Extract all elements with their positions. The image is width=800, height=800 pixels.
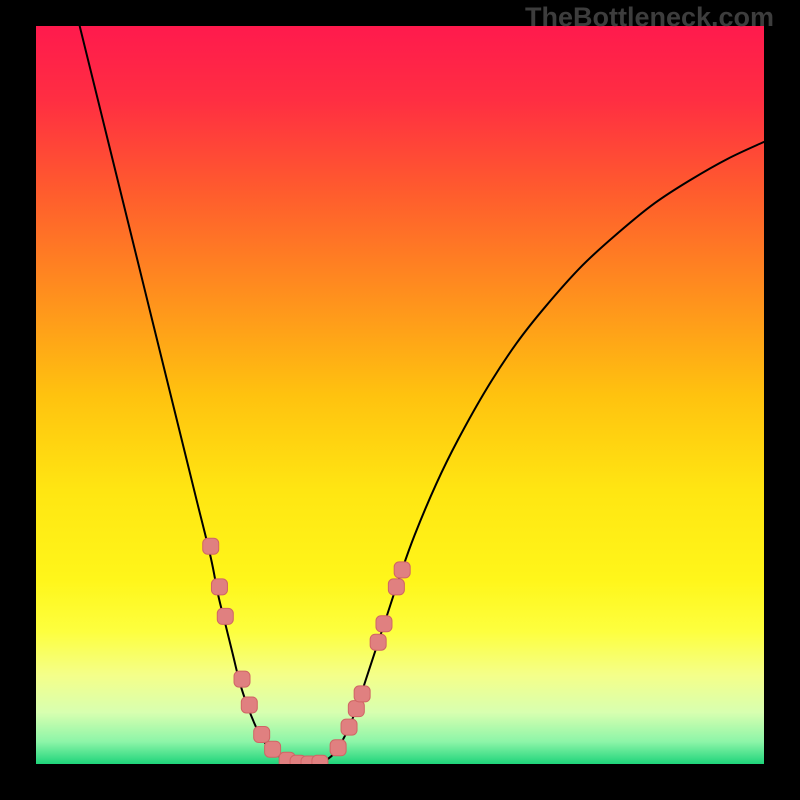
- gradient-background: [36, 26, 764, 764]
- data-marker: [254, 726, 270, 742]
- data-marker: [341, 719, 357, 735]
- data-marker: [234, 671, 250, 687]
- data-marker: [330, 740, 346, 756]
- data-marker: [348, 701, 364, 717]
- plot-area: [36, 26, 764, 764]
- data-marker: [241, 697, 257, 713]
- data-marker: [394, 562, 410, 578]
- data-marker: [388, 579, 404, 595]
- chart-frame: TheBottleneck.com: [0, 0, 800, 800]
- data-marker: [312, 755, 328, 764]
- data-marker: [370, 634, 386, 650]
- data-marker: [265, 741, 281, 757]
- watermark-text: TheBottleneck.com: [525, 2, 774, 33]
- data-marker: [376, 616, 392, 632]
- plot-svg: [36, 26, 764, 764]
- data-marker: [354, 686, 370, 702]
- data-marker: [211, 579, 227, 595]
- data-marker: [217, 608, 233, 624]
- data-marker: [203, 538, 219, 554]
